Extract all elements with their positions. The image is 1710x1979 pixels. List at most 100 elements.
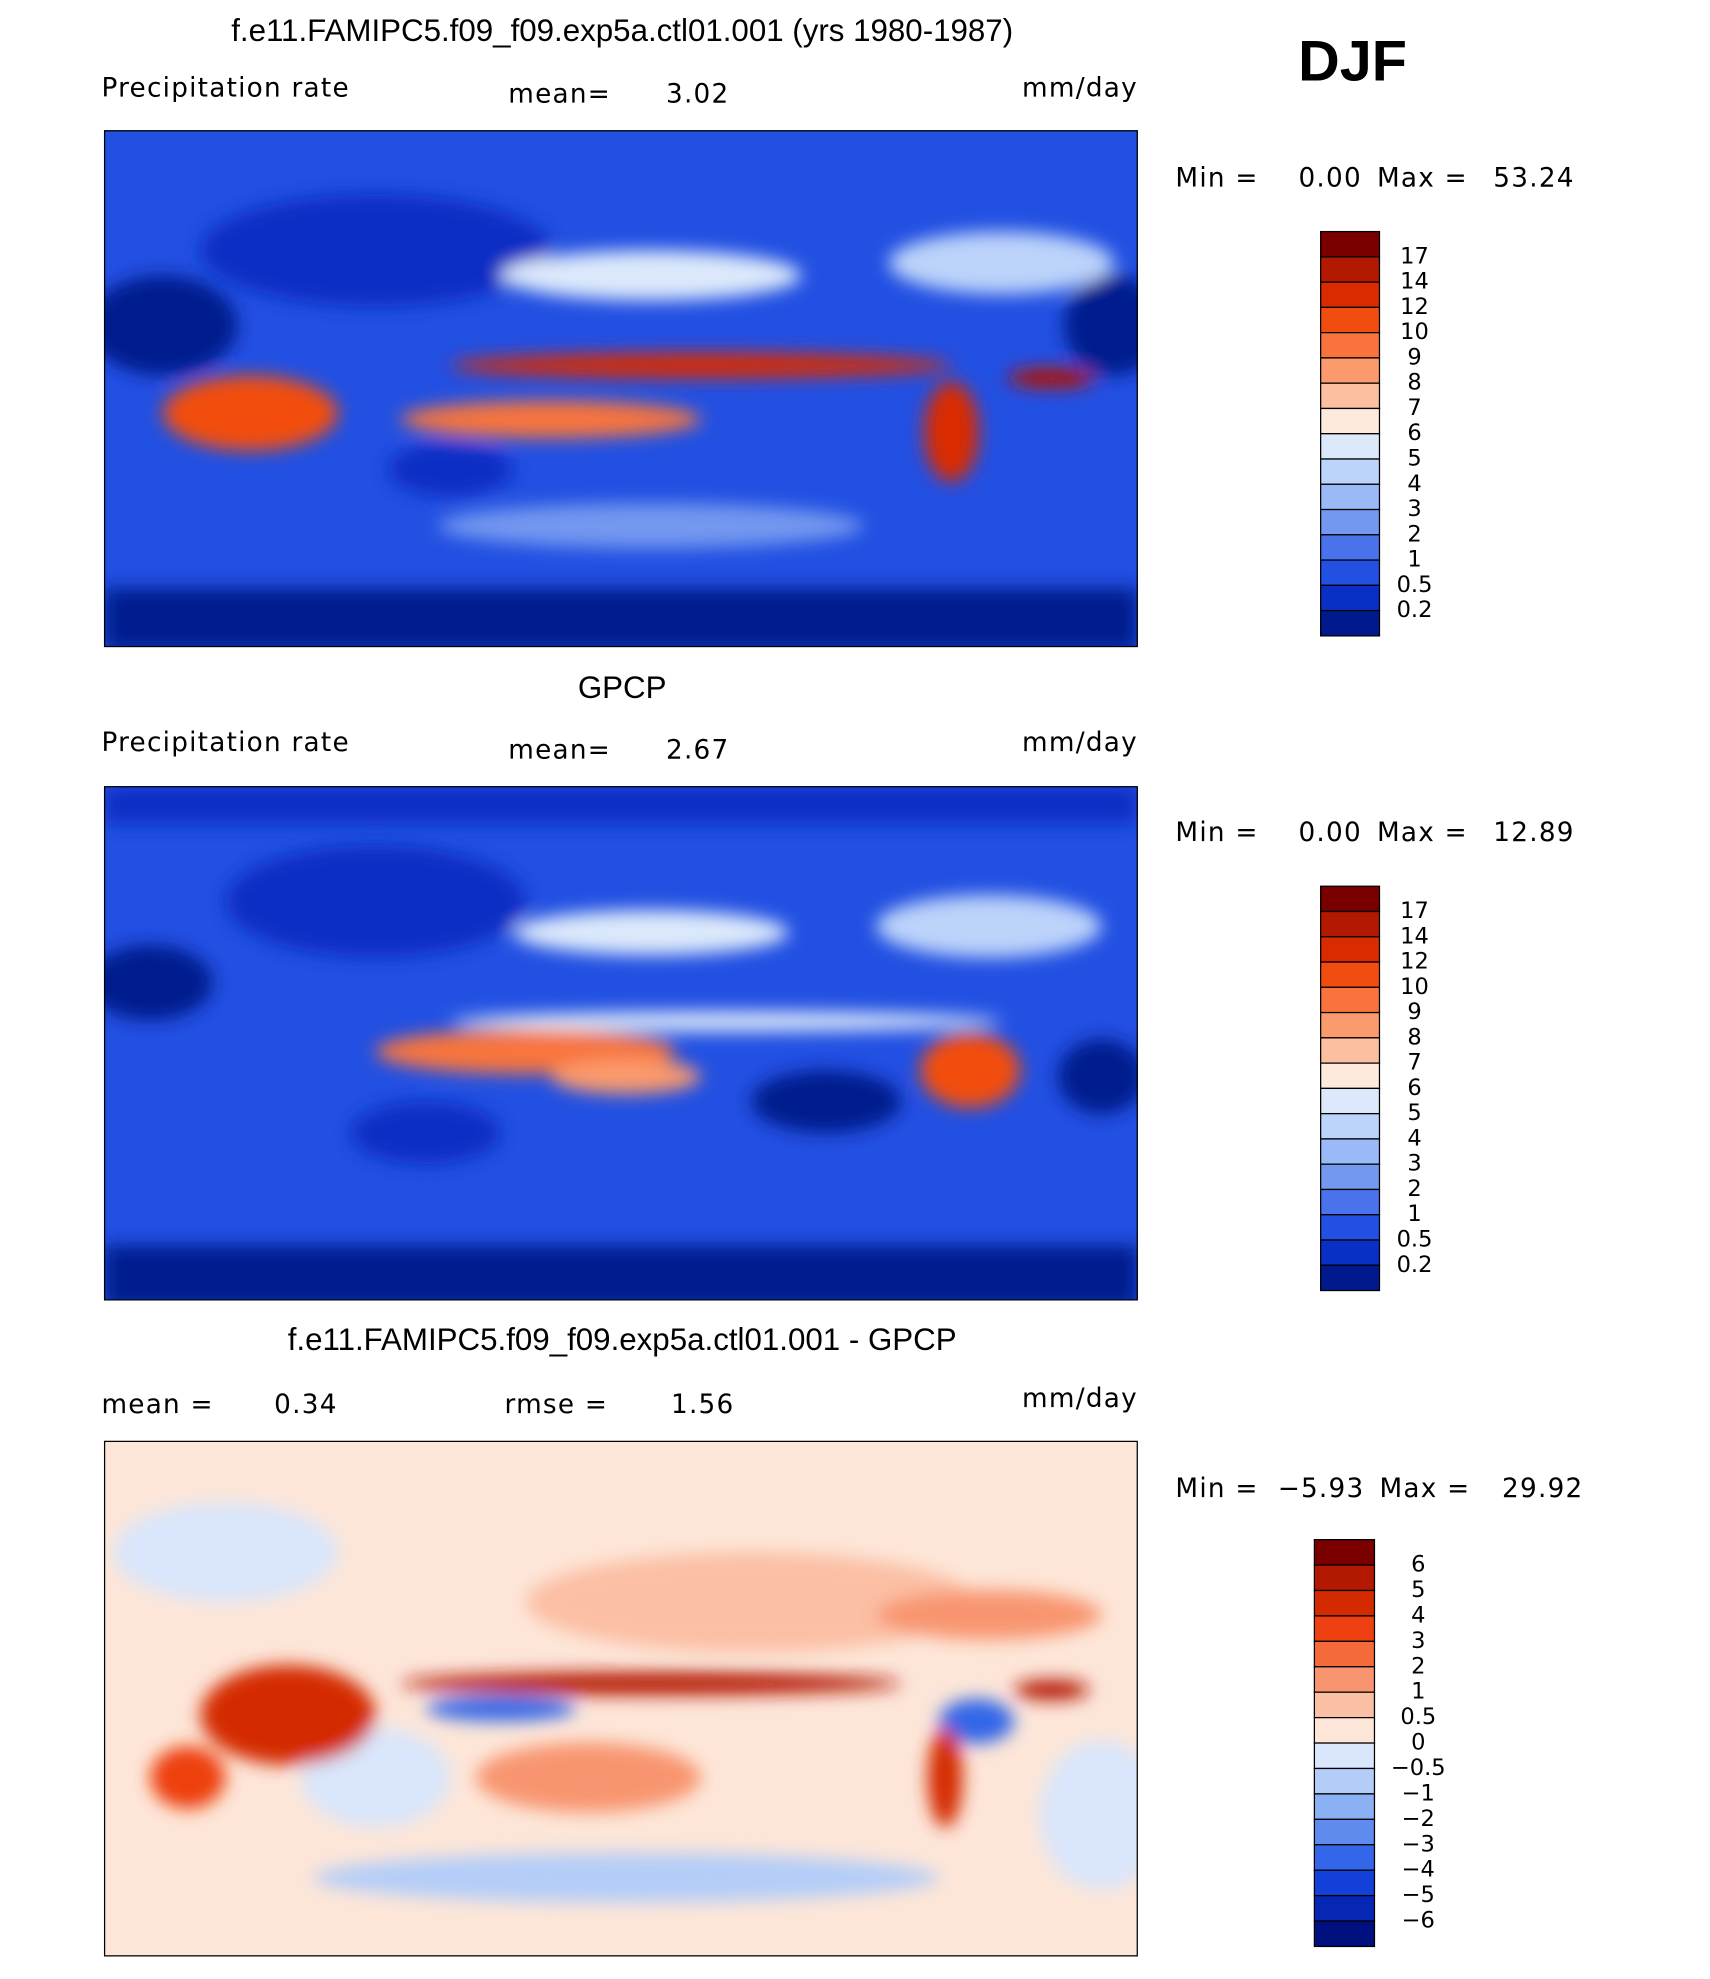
colorbar-swatch (1313, 1691, 1376, 1719)
colorbar-swatch (1320, 534, 1381, 561)
colorbar-label: −3 (1402, 1831, 1435, 1857)
min-label: Min = (1175, 818, 1258, 848)
colorbar-swatch (1320, 1037, 1381, 1064)
colorbar-label: 14 (1400, 923, 1429, 949)
colorbar-label: −4 (1402, 1857, 1435, 1883)
stat-value: 1.56 (671, 1390, 735, 1420)
colorbar-label: 5 (1407, 445, 1421, 471)
max-label: Max = (1379, 1474, 1470, 1504)
units-label: mm/day (1022, 1384, 1138, 1414)
colorbar-label: 7 (1407, 395, 1421, 421)
colorbar-swatch (1313, 1818, 1376, 1846)
colorbar-swatch (1320, 332, 1381, 359)
colorbar-label: 1 (1407, 1201, 1421, 1227)
colorbar-swatch (1313, 1564, 1376, 1592)
colorbar-swatch (1313, 1844, 1376, 1871)
colorbar-swatch (1320, 1188, 1381, 1216)
colorbar-label: 5 (1407, 1100, 1421, 1126)
season-label: DJF (1298, 29, 1407, 93)
map (103, 1440, 1138, 1957)
colorbar-label: 0 (1411, 1730, 1425, 1756)
min-value: 0.00 (1298, 818, 1362, 848)
colorbar-label: 0.5 (1397, 1227, 1433, 1253)
colorbar-swatch (1313, 1894, 1376, 1922)
colorbar-swatch (1313, 1767, 1376, 1795)
colorbar-label: 8 (1407, 370, 1421, 396)
colorbar-swatch (1320, 357, 1381, 384)
colorbar-label: −0.5 (1391, 1755, 1446, 1781)
min-label: Min = (1175, 163, 1258, 193)
colorbar-label: 1 (1411, 1679, 1425, 1705)
colorbar-swatch (1320, 281, 1381, 309)
colorbar-label: 2 (1407, 521, 1421, 547)
map (103, 786, 1138, 1301)
colorbar-swatch (1320, 961, 1381, 988)
colorbar-label: 17 (1400, 243, 1429, 269)
colorbar-label: 2 (1407, 1176, 1421, 1202)
max-value: 29.92 (1502, 1474, 1583, 1504)
min-value: 0.00 (1298, 163, 1362, 193)
colorbar-label: 1 (1407, 547, 1421, 573)
colorbar-swatch (1320, 483, 1381, 511)
colorbar-swatch (1320, 433, 1381, 460)
colorbar-label: 6 (1411, 1552, 1425, 1578)
colorbar-swatch (1313, 1716, 1376, 1744)
colorbar-swatch (1313, 1742, 1376, 1770)
colorbar-label: 12 (1400, 294, 1429, 320)
colorbar-label: 4 (1411, 1602, 1425, 1628)
colorbar-swatch (1320, 306, 1381, 334)
colorbar-label: 5 (1411, 1577, 1425, 1603)
colorbar-swatch (1320, 609, 1381, 637)
stat-value: 2.67 (666, 736, 730, 766)
colorbar-label: 0.5 (1397, 572, 1433, 598)
colorbar-swatch (1320, 382, 1381, 410)
colorbar-swatch (1320, 584, 1381, 612)
max-label: Max = (1377, 163, 1468, 193)
units-label: mm/day (1022, 73, 1138, 103)
min-value: −5.93 (1278, 1474, 1365, 1504)
colorbar-label: 2 (1411, 1653, 1425, 1679)
colorbar-label: 0.2 (1397, 597, 1433, 623)
stat-label: mean= (508, 80, 611, 110)
colorbar-label: 3 (1411, 1628, 1425, 1654)
colorbar-label: −5 (1402, 1882, 1435, 1908)
max-label: Max = (1377, 818, 1468, 848)
colorbar-label: 4 (1407, 1125, 1421, 1151)
min-label: Min = (1175, 1474, 1258, 1504)
colorbar-swatch (1320, 458, 1381, 485)
colorbar-label: 9 (1407, 344, 1421, 370)
colorbar-swatch (1320, 1113, 1381, 1140)
colorbar-swatch (1320, 1087, 1381, 1115)
variable-label: Precipitation rate (101, 73, 349, 103)
colorbar-swatch (1313, 1793, 1376, 1820)
panel-title: GPCP (578, 670, 667, 705)
colorbar-label: 12 (1400, 949, 1429, 975)
colorbar-swatch (1313, 1615, 1376, 1642)
colorbar-swatch (1320, 508, 1381, 536)
colorbar-label: 6 (1407, 1075, 1421, 1101)
panel-title: f.e11.FAMIPC5.f09_f09.exp5a.ctl01.001 (y… (231, 13, 1013, 48)
colorbar-swatch (1313, 1920, 1376, 1948)
colorbar-swatch (1320, 885, 1381, 913)
colorbar-label: 6 (1407, 420, 1421, 446)
colorbar-swatch (1320, 910, 1381, 938)
colorbar-label: −2 (1402, 1806, 1435, 1832)
colorbar-label: 10 (1400, 974, 1429, 1000)
colorbar-swatch (1313, 1539, 1376, 1566)
colorbar-label: 0.2 (1397, 1252, 1433, 1278)
colorbar-label: 17 (1400, 898, 1429, 924)
stat-value: 3.02 (666, 80, 730, 110)
colorbar-label: 14 (1400, 269, 1429, 295)
colorbar-swatch (1320, 1163, 1381, 1191)
colorbar-swatch (1320, 1138, 1381, 1165)
colorbar-swatch (1320, 256, 1381, 283)
stat-label: mean= (508, 736, 611, 766)
map (103, 130, 1138, 648)
colorbar-label: 7 (1407, 1050, 1421, 1076)
colorbar-swatch (1320, 230, 1381, 258)
